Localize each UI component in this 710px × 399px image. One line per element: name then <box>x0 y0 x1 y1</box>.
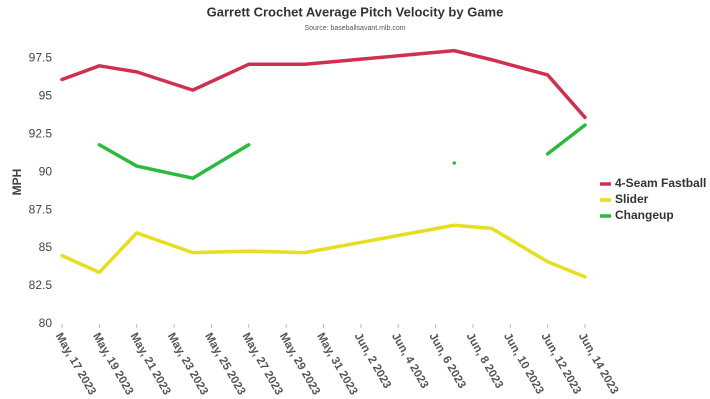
y-tick-label: 82.5 <box>29 278 53 292</box>
legend-label: 4-Seam Fastball <box>615 176 706 190</box>
x-tick-label: Jun, 10 2023 <box>501 331 546 396</box>
chart-subtitle: Source: baseballsavant.mlb.com <box>304 25 405 32</box>
series-line <box>60 48 587 120</box>
series-line <box>97 123 587 180</box>
y-tick-label: 92.5 <box>29 126 53 140</box>
x-tick-label: May, 21 2023 <box>127 331 172 397</box>
x-tick-label: Jun, 8 2023 <box>464 331 505 391</box>
x-tick-label: May, 23 2023 <box>165 331 210 397</box>
x-tick-label: Jun, 12 2023 <box>538 331 583 396</box>
legend-label: Slider <box>615 192 649 206</box>
x-tick-label: May, 31 2023 <box>314 331 359 397</box>
x-tick-label: Jun, 2 2023 <box>352 331 393 391</box>
x-tick-label: May, 19 2023 <box>90 331 135 397</box>
legend-label: Changeup <box>615 208 674 222</box>
y-axis-label: MPH <box>10 169 24 196</box>
y-tick-label: 80 <box>39 316 53 330</box>
y-tick-label: 90 <box>39 164 53 178</box>
x-tick-label: May, 29 2023 <box>277 331 322 397</box>
y-tick-label: 87.5 <box>29 202 53 216</box>
chart-title: Garrett Crochet Average Pitch Velocity b… <box>207 4 504 19</box>
series-line <box>60 223 587 279</box>
x-tick-label: Jun, 6 2023 <box>426 331 467 391</box>
y-tick-label: 97.5 <box>29 50 53 64</box>
x-tick-label: Jun, 4 2023 <box>389 331 430 391</box>
y-tick-label: 85 <box>39 240 53 254</box>
x-tick-label: May, 25 2023 <box>202 331 247 397</box>
x-tick-label: Jun, 14 2023 <box>576 331 621 396</box>
y-tick-label: 95 <box>39 88 53 102</box>
x-tick-label: May, 27 2023 <box>240 331 285 397</box>
x-tick-label: May, 17 2023 <box>53 331 98 397</box>
